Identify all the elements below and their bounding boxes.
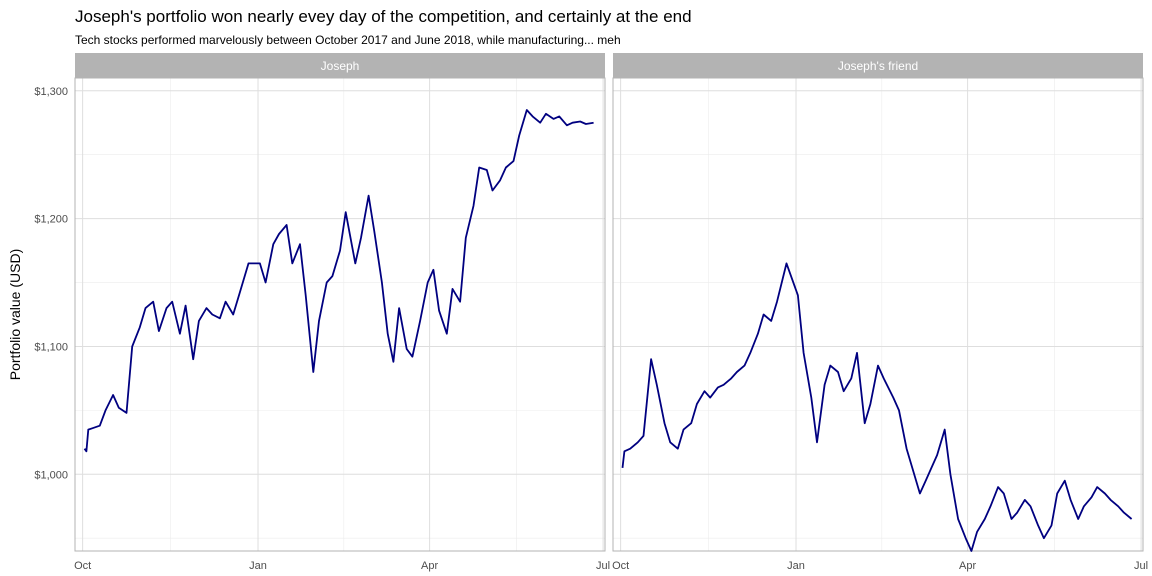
panel-border (74, 77, 606, 552)
chart-title: Joseph's portfolio won nearly evey day o… (75, 7, 692, 26)
y-tick-label: $1,100 (34, 341, 68, 353)
x-tick-label: Oct (612, 560, 629, 572)
x-tick-label: Apr (959, 560, 976, 572)
x-tick-label: Jan (787, 560, 805, 572)
series-line (83, 109, 594, 453)
x-tick-label: Apr (421, 560, 438, 572)
x-tick-label: Jul (1134, 560, 1148, 572)
panel-border (612, 77, 1144, 552)
chart-subtitle: Tech stocks performed marvelously betwee… (75, 33, 621, 47)
series-line (621, 262, 1133, 552)
x-tick-label: Jan (249, 560, 267, 572)
facet-strip-label: Joseph's friend (838, 59, 918, 73)
x-tick-label: Jul (596, 560, 610, 572)
facet-strip (613, 53, 1143, 78)
facet-strip (75, 53, 605, 78)
y-tick-label: $1,000 (34, 469, 68, 481)
facet-strip-label: Joseph (321, 59, 360, 73)
y-tick-label: $1,200 (34, 214, 68, 226)
y-tick-label: $1,300 (34, 86, 68, 98)
x-tick-label: Oct (74, 560, 91, 572)
y-axis-title: Portfolio value (USD) (7, 249, 23, 381)
